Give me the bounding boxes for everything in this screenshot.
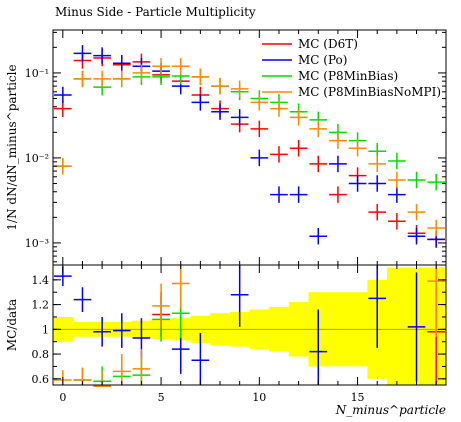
main-series-marks (54, 45, 445, 248)
series-mc-p8minbiasnompi- (54, 57, 445, 237)
data-point (191, 94, 210, 111)
band-bin (387, 267, 408, 385)
ratio-point (152, 283, 170, 329)
ratio-point (112, 313, 131, 348)
data-point (93, 47, 111, 64)
ratio-point (93, 316, 111, 347)
data-point (250, 120, 269, 138)
data-point (250, 149, 269, 167)
data-point (73, 45, 92, 62)
ratio-point (132, 349, 151, 385)
ratio-plot-frame (52, 264, 447, 386)
data-point (54, 86, 72, 104)
data-point (388, 186, 406, 203)
data-point (289, 140, 308, 157)
ratio-point (171, 265, 190, 309)
data-point (368, 203, 387, 221)
x-tick-label: 0 (59, 391, 66, 404)
data-point (407, 171, 426, 189)
data-point (211, 103, 229, 120)
ratio-point (230, 265, 249, 327)
data-point (309, 120, 328, 138)
data-point (289, 109, 308, 126)
x-axis-label: N_minus^particle (335, 403, 446, 417)
data-point (270, 100, 288, 117)
ratio-y-tick-label: 0.6 (32, 373, 50, 386)
x-tick-label: 15 (351, 391, 365, 404)
ratio-series-mc-po- (54, 265, 426, 385)
main-y-axis-label: 1/N dN/dN_minus^particle (5, 64, 19, 230)
data-point (329, 155, 347, 173)
data-point (427, 219, 445, 237)
ratio-y-tick-label: 0.8 (32, 348, 50, 361)
ratio-y-axis-label: MC/data (5, 299, 19, 351)
data-point (388, 171, 406, 189)
data-point (427, 173, 445, 191)
data-point (348, 140, 367, 157)
legend-item: MC (P8MinBias) (262, 69, 398, 83)
ratio-plot-panel: 0.6 0.8 1 1.2 1.4 0 5 10 15 MC/data N_minus^part… (5, 264, 447, 417)
data-point (368, 155, 387, 173)
data-point (329, 186, 347, 203)
legend-label: MC (P8MinBias) (298, 69, 398, 83)
data-point (270, 186, 288, 203)
legend-item: MC (D6T) (262, 37, 358, 51)
data-point (112, 55, 131, 72)
ratio-y-tick-label: 1.4 (32, 274, 50, 287)
x-tick-label: 5 (158, 391, 165, 404)
data-point (93, 70, 111, 88)
data-point (407, 227, 426, 245)
ratio-point (191, 333, 210, 385)
data-point (309, 155, 328, 173)
main-axis-ticks: 10⁻³ 10⁻² 10⁻¹ (25, 30, 446, 265)
data-point (368, 175, 387, 192)
ratio-point (73, 287, 92, 313)
data-point (112, 70, 131, 88)
data-point (211, 77, 229, 95)
ratio-point (112, 354, 131, 385)
x-tick-label: 10 (252, 391, 266, 404)
data-point (407, 203, 426, 221)
data-point (132, 64, 151, 82)
ratio-point (427, 265, 445, 337)
legend-label: MC (P8MinBiasNoMPI) (298, 85, 441, 99)
data-point (270, 146, 288, 163)
legend: MC (D6T) MC (Po) MC (P8MinBias) MC (P8MinBi… (262, 37, 441, 99)
legend-label: MC (D6T) (298, 37, 358, 51)
data-point (191, 68, 210, 86)
data-point (152, 57, 170, 75)
legend-item: MC (P8MinBiasNoMPI) (262, 85, 441, 99)
main-y-tick-label: 10⁻² (25, 152, 49, 165)
data-point (329, 132, 347, 149)
data-point (309, 227, 328, 245)
data-point (230, 80, 249, 98)
ratio-y-tick-label: 1 (42, 323, 49, 336)
ratio-axis-ticks: 0.6 0.8 1 1.2 1.4 0 5 10 15 (32, 265, 446, 404)
data-point (171, 57, 190, 75)
ratio-point (368, 265, 387, 348)
ratio-point (407, 272, 426, 382)
main-plot-frame (52, 29, 447, 266)
data-point (289, 186, 308, 203)
main-y-tick-label: 10⁻¹ (25, 67, 49, 80)
data-point (388, 152, 406, 170)
chart-title: Minus Side - Particle Multiplicity (55, 5, 256, 19)
ratio-point (309, 309, 328, 385)
data-point (230, 109, 249, 126)
legend-item: MC (Po) (262, 53, 347, 67)
ratio-uncertainty-band (53, 267, 447, 385)
data-point (348, 175, 367, 192)
ratio-series-marks (54, 265, 445, 387)
legend-label: MC (Po) (298, 53, 347, 67)
data-point (73, 70, 92, 88)
main-plot-panel: 10⁻³ 10⁻² 10⁻¹ 1/N dN/dN_minus^particle MC… (5, 29, 447, 266)
data-point (388, 212, 406, 230)
ratio-y-tick-label: 1.2 (32, 299, 50, 312)
data-point (250, 94, 269, 111)
main-y-tick-label: 10⁻³ (25, 237, 49, 250)
